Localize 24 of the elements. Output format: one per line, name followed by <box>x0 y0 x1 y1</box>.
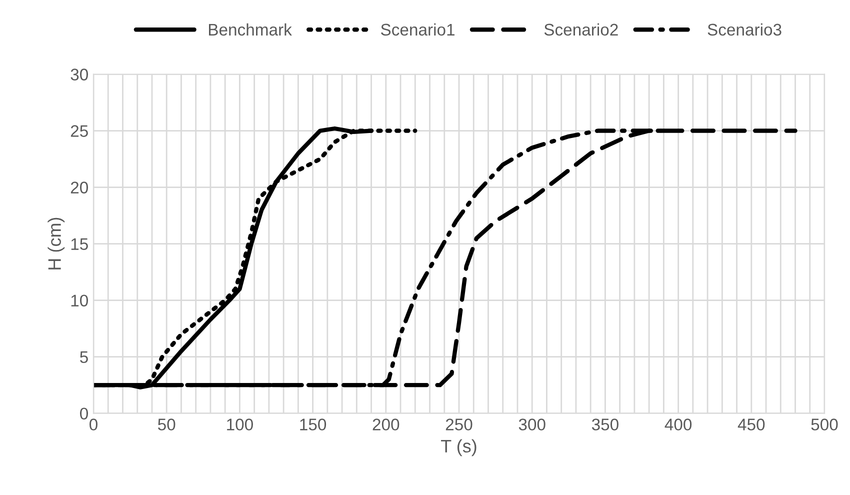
y-tick-label: 15 <box>71 238 88 250</box>
y-tick-label: 30 <box>70 68 88 80</box>
y-tick-label: 25 <box>70 125 88 137</box>
x-tick-label: 450 <box>738 418 765 430</box>
y-tick-label: 0 <box>80 408 88 420</box>
y-tick-label: 10 <box>71 294 88 307</box>
y-tick-label: 5 <box>80 351 88 364</box>
x-tick-label: 250 <box>446 418 472 430</box>
x-tick-label: 500 <box>811 418 838 430</box>
y-axis-title: H (cm) <box>48 218 65 270</box>
x-tick-label: 400 <box>664 418 692 430</box>
x-tick-label: 150 <box>300 418 326 430</box>
legend-label: Benchmark <box>208 23 292 36</box>
x-tick-label: 350 <box>592 418 618 430</box>
x-tick-label: 100 <box>227 418 253 430</box>
x-axis-title: T (s) <box>441 439 476 456</box>
x-tick-label: 0 <box>90 418 98 430</box>
x-tick-label: 300 <box>518 418 546 430</box>
legend-label: Scenario3 <box>708 23 782 36</box>
y-tick-label: 20 <box>70 182 88 194</box>
x-tick-label: 200 <box>372 418 400 430</box>
legend-label: Scenario2 <box>544 23 618 36</box>
x-tick-label: 50 <box>158 418 176 430</box>
legend-label: Scenario1 <box>381 23 454 36</box>
